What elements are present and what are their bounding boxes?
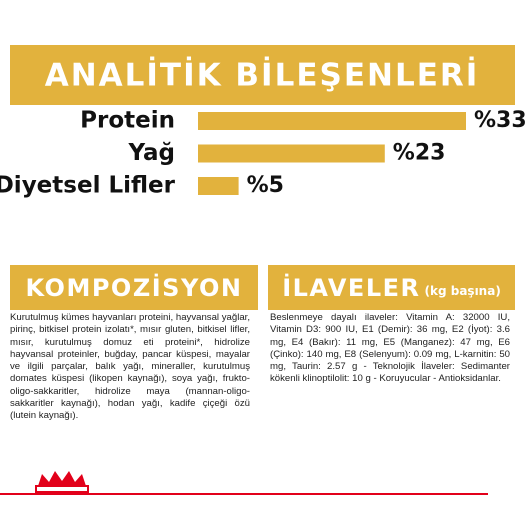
value-label: %33	[474, 108, 525, 133]
bar	[198, 177, 239, 195]
category-label: Diyetsel Lifler	[0, 173, 176, 199]
additives-header: İLAVELER (kg başına)	[268, 265, 515, 310]
title-band	[10, 45, 515, 105]
bar	[198, 112, 466, 130]
category-label: Yağ	[127, 140, 175, 166]
composition-text: Kurutulmuş kümes hayvanları proteini, ha…	[10, 312, 250, 422]
chart-title: ANALİTİK BİLEŞENLERİ	[45, 58, 480, 94]
value-label: %5	[247, 173, 284, 198]
category-label: Protein	[80, 108, 175, 134]
additives-subtitle: (kg başına)	[424, 283, 501, 298]
additives-text: Beslenmeye dayalı ilaveler: Vitamin A: 3…	[270, 312, 510, 385]
bar	[198, 144, 385, 163]
logo	[35, 471, 89, 493]
additives-title: İLAVELER	[282, 273, 421, 302]
composition-title: KOMPOZİSYON	[10, 265, 258, 310]
value-label: %23	[393, 141, 446, 166]
